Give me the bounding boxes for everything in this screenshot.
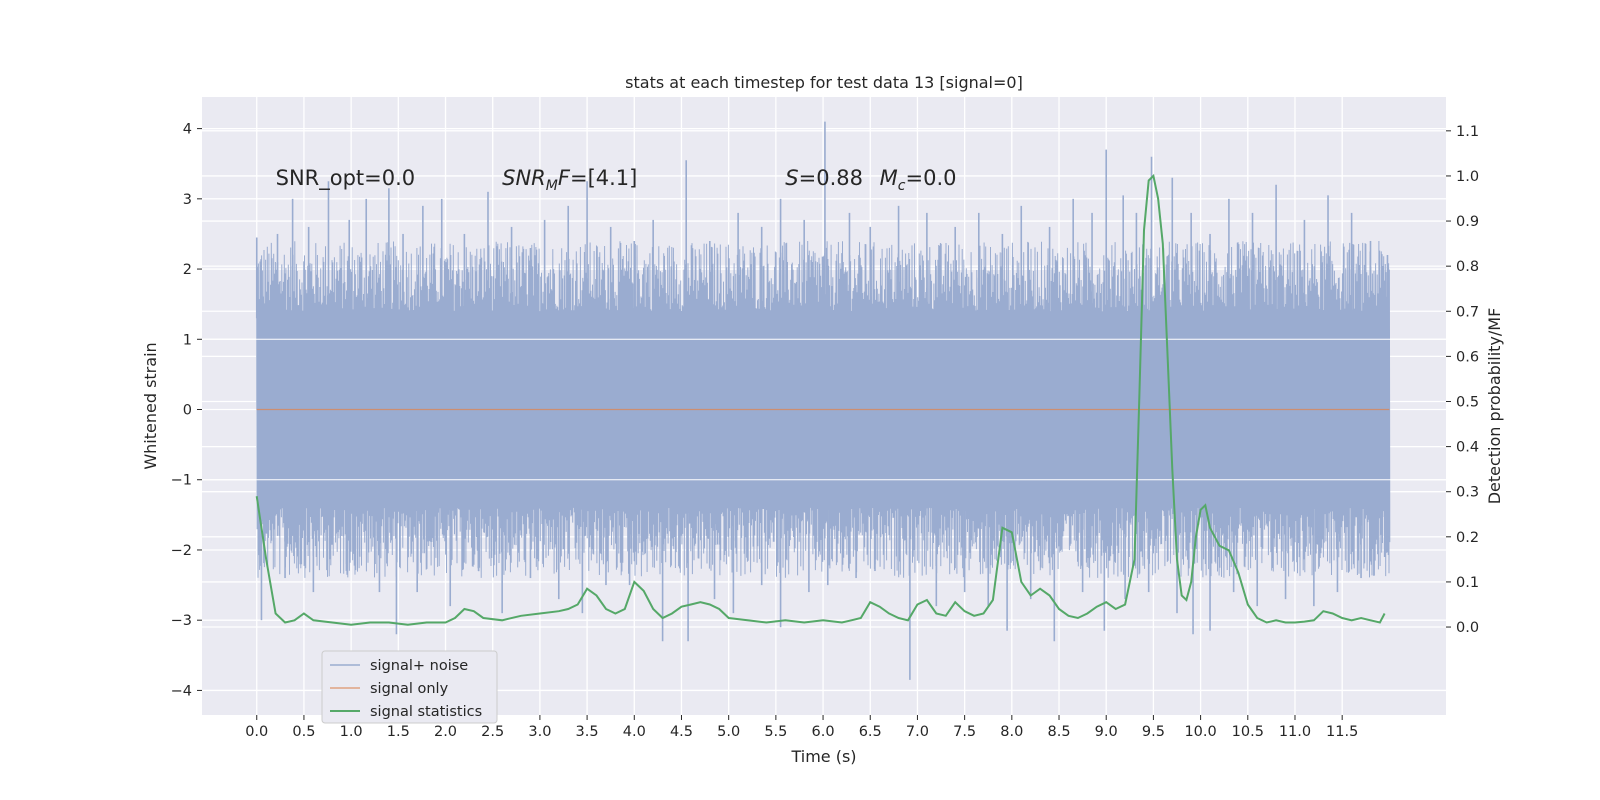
y-tick-label-right: 0.2 bbox=[1456, 530, 1479, 546]
x-tick-label: 4.5 bbox=[670, 724, 693, 740]
y-axis-label-right: Detection probability/MF bbox=[1485, 308, 1504, 505]
y-tick-label-right: 0.0 bbox=[1456, 620, 1479, 636]
x-axis-label: Time (s) bbox=[790, 747, 856, 766]
y-tick-label-right: 0.8 bbox=[1456, 259, 1479, 275]
y-tick-label-left: 1 bbox=[183, 332, 192, 348]
annotation-text: Mc=0.0 bbox=[880, 166, 957, 194]
x-tick-label: 4.0 bbox=[623, 724, 646, 740]
x-tick-label: 3.0 bbox=[528, 724, 551, 740]
x-tick-label: 11.0 bbox=[1279, 724, 1311, 740]
x-tick-label: 8.5 bbox=[1047, 724, 1070, 740]
legend: signal+ noise signal only signal statistic… bbox=[321, 650, 498, 724]
y-tick-label-left: −2 bbox=[171, 543, 192, 559]
legend-label: signal only bbox=[370, 681, 449, 697]
x-tick-label: 0.0 bbox=[245, 724, 268, 740]
x-tick-label: 2.0 bbox=[434, 724, 457, 740]
y-tick-label-right: 0.4 bbox=[1456, 440, 1479, 456]
y-tick-label-left: −1 bbox=[171, 473, 192, 489]
annotation-text: S=0.88 bbox=[785, 166, 863, 190]
y-tick-label-left: 2 bbox=[183, 262, 192, 278]
y-tick-label-right: 1.0 bbox=[1456, 169, 1479, 185]
x-tick-label: 9.0 bbox=[1095, 724, 1118, 740]
annotation-text: SNR_opt=0.0 bbox=[276, 166, 416, 191]
x-tick-label: 11.5 bbox=[1326, 724, 1358, 740]
signal-statistics-series bbox=[255, 173, 1386, 626]
x-tick-label: 9.5 bbox=[1142, 724, 1165, 740]
legend-box bbox=[321, 650, 498, 724]
x-tick-label: 5.0 bbox=[717, 724, 740, 740]
y-tick-label-right: 0.7 bbox=[1456, 304, 1479, 320]
y-tick-label-right: 0.5 bbox=[1456, 394, 1479, 410]
x-tick-label: 6.0 bbox=[812, 724, 835, 740]
x-tick-label: 2.5 bbox=[481, 724, 504, 740]
noise-trace bbox=[256, 240, 1391, 579]
x-tick-label: 0.5 bbox=[292, 724, 315, 740]
x-tick-label: 7.0 bbox=[906, 724, 929, 740]
x-tick-label: 5.5 bbox=[764, 724, 787, 740]
y-axis-label-left: Whitened strain bbox=[141, 342, 160, 469]
x-tick-label: 1.0 bbox=[340, 724, 363, 740]
y-tick-label-right: 0.6 bbox=[1456, 349, 1479, 365]
y-tick-label-left: 3 bbox=[183, 192, 192, 208]
legend-label: signal+ noise bbox=[370, 658, 468, 674]
x-tick-label: 10.0 bbox=[1184, 724, 1216, 740]
annotations: SNR_opt=0.0 SNRMF=[4.1] S=0.88 Mc=0.0 bbox=[276, 166, 957, 194]
y-tick-label-right: 1.1 bbox=[1456, 124, 1479, 140]
x-tick-label: 3.5 bbox=[576, 724, 599, 740]
x-tick-label: 7.5 bbox=[953, 724, 976, 740]
y-tick-label-left: 0 bbox=[183, 403, 192, 419]
y-tick-label-right: 0.3 bbox=[1456, 485, 1479, 501]
y-tick-label-left: −3 bbox=[171, 613, 192, 629]
y-tick-label-left: 4 bbox=[183, 122, 192, 138]
annotation-text: SNRMF=[4.1] bbox=[502, 166, 637, 194]
axis-ticks: 0.0 0.5 1.0 1.5 2.0 2.5 3.0 3.5 4.0 4.5 5.0 5.5 6.0 6… bbox=[171, 122, 1479, 740]
x-tick-label: 1.5 bbox=[387, 724, 410, 740]
x-tick-label: 8.0 bbox=[1000, 724, 1023, 740]
y-tick-label-right: 0.9 bbox=[1456, 214, 1479, 230]
x-tick-label: 10.5 bbox=[1232, 724, 1264, 740]
y-tick-label-right: 0.1 bbox=[1456, 575, 1479, 591]
chart-title: stats at each timestep for test data 13 … bbox=[625, 73, 1023, 92]
signal-statistics-line bbox=[255, 173, 1386, 626]
x-tick-label: 6.5 bbox=[859, 724, 882, 740]
legend-label: signal statistics bbox=[370, 704, 482, 720]
y-tick-label-left: −4 bbox=[171, 683, 192, 699]
